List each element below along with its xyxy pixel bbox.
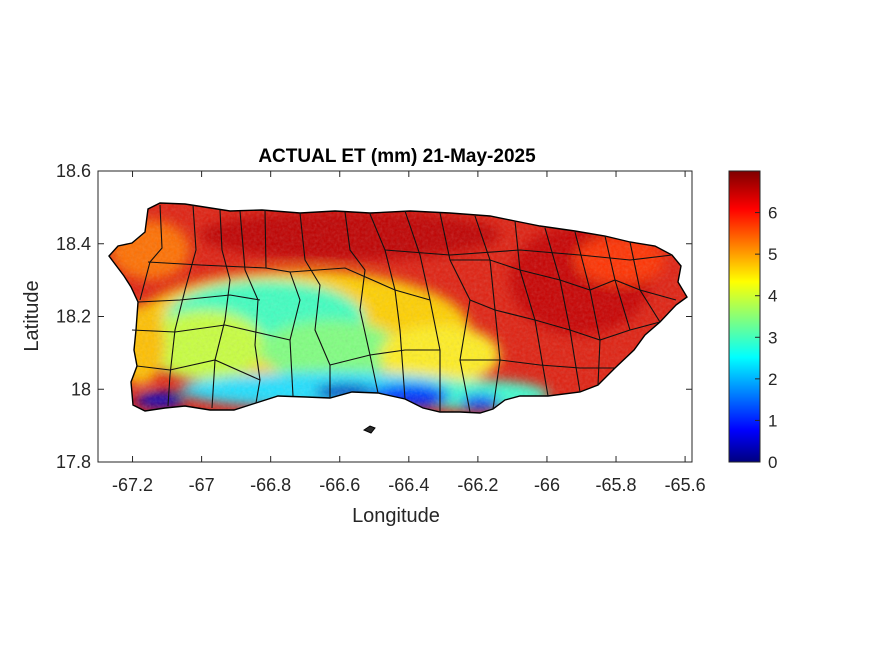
municipality-boundary [514, 220, 549, 397]
x-axis-label: Longitude [352, 505, 440, 527]
municipality-boundary [167, 204, 197, 407]
x-tick-label: -66.4 [388, 475, 429, 495]
municipality-boundary [544, 227, 581, 393]
municipality-boundary [289, 267, 431, 301]
map-title: ACTUAL ET (mm) 21-May-2025 [258, 146, 536, 167]
colorbar-ticks: 6 5 4 3 2 1 0 [755, 204, 777, 472]
municipality-boundary [460, 359, 615, 369]
municipality-boundary [574, 231, 601, 386]
municipality-boundary [136, 359, 261, 381]
y-tick-label: 18.6 [56, 161, 91, 181]
x-tick-label: -66.6 [319, 475, 360, 495]
y-axis: 18.6 18.4 18.2 18 17.8 [56, 161, 692, 472]
colorbar-tick-label: 4 [768, 287, 777, 306]
y-tick-label: 18 [71, 379, 91, 399]
x-tick-label: -66 [534, 475, 560, 495]
municipality-boundary [137, 294, 261, 303]
municipality-boundary [344, 211, 379, 394]
x-tick-label: -66.2 [457, 475, 498, 495]
colorbar-tick-label: 0 [768, 453, 777, 472]
municipality-boundary [450, 259, 677, 301]
x-tick-label: -67 [189, 475, 215, 495]
municipality-boundary [147, 261, 267, 269]
y-axis-label: Latitude [21, 280, 43, 351]
y-tick-label: 18.4 [56, 234, 91, 254]
x-tick-label: -67.2 [112, 475, 153, 495]
y-tick-label: 18.2 [56, 307, 91, 327]
x-tick-label: -65.8 [596, 475, 637, 495]
colorbar-tick-label: 3 [768, 328, 777, 347]
municipality-boundary [239, 210, 261, 404]
small-island [362, 425, 376, 434]
municipality-boundary [264, 209, 301, 397]
municipality-boundary [469, 299, 661, 341]
colorbar-tick-label: 1 [768, 411, 777, 430]
x-tick-label: -65.6 [665, 475, 706, 495]
municipality-boundary [384, 249, 673, 261]
municipality-boundary [299, 212, 331, 398]
colorbar-tick-label: 6 [768, 204, 777, 223]
municipality-boundary [139, 204, 163, 301]
x-tick-label: -66.8 [250, 475, 291, 495]
colorbar-tick-label: 2 [768, 370, 777, 389]
x-axis: -67.2 -67 -66.8 -66.6 -66.4 -66.2 -66 -65.8 -65.… [112, 171, 706, 495]
y-tick-label: 17.8 [56, 452, 91, 472]
colorbar-tick-label: 5 [768, 245, 777, 264]
colorbar [728, 170, 761, 463]
municipality-boundary [131, 324, 291, 341]
municipality-boundary [329, 349, 440, 366]
municipality-boundary [211, 209, 231, 409]
municipality-boundaries [131, 204, 677, 413]
